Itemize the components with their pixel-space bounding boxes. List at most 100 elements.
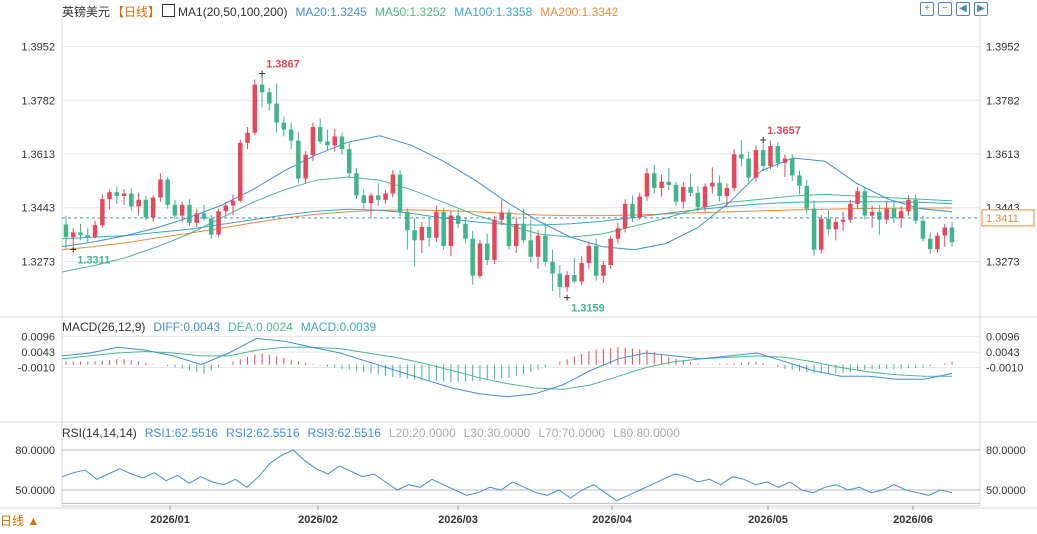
period-selector-button[interactable]: 日线 ▲: [0, 514, 40, 528]
candle-body: [361, 195, 366, 203]
candle-body: [477, 243, 483, 276]
candle-body: [739, 154, 744, 159]
price-tick-left: 1.3443: [21, 203, 55, 215]
candle-body: [397, 174, 403, 212]
ma100-value: MA100:1.3358: [454, 5, 533, 19]
candle-body: [782, 158, 788, 163]
l20-value: L20:20.0000: [388, 426, 456, 440]
candle-body: [317, 127, 323, 142]
candle-body: [695, 192, 701, 207]
candle-body: [630, 203, 635, 218]
time-tick-label: 2026/06: [893, 514, 933, 526]
candle-body: [412, 230, 417, 241]
candle-body: [855, 191, 860, 204]
extreme-marker: [760, 136, 767, 143]
period-tag[interactable]: 【日线】: [112, 5, 161, 19]
candle-body: [608, 238, 613, 265]
candle-body: [601, 265, 606, 276]
candle-body: [942, 227, 947, 236]
candle-body: [325, 141, 330, 146]
candle-body: [121, 193, 127, 196]
candle-body: [550, 261, 555, 274]
extreme-high-label: 1.3657: [767, 125, 801, 137]
candle-body: [521, 223, 526, 241]
candle-body: [216, 211, 221, 235]
candle-body: [296, 140, 301, 179]
candle-body: [797, 175, 802, 186]
candle-body: [383, 193, 388, 200]
candle-body: [405, 211, 410, 231]
candle-body: [826, 218, 831, 230]
candle-body: [463, 223, 468, 239]
candle-body: [848, 203, 853, 220]
extreme-low-label: 1.3311: [77, 254, 110, 266]
candle-body: [426, 227, 432, 238]
candle-body: [622, 203, 628, 229]
price-tick-right: 1.3782: [986, 95, 1020, 107]
price-tick-left: 1.3952: [21, 42, 55, 54]
candle-body: [775, 146, 780, 163]
candle-body: [543, 235, 548, 262]
candle-body: [935, 235, 940, 250]
candle-body: [898, 211, 904, 219]
macd-tick-right: 0.0043: [986, 347, 1020, 359]
time-tick-label: 2026/02: [298, 514, 338, 526]
candle-body: [136, 199, 141, 207]
rsi3-value: RSI3:62.5516: [307, 426, 381, 440]
candle-body: [731, 154, 737, 189]
macd-value: MACD:0.0039: [300, 320, 377, 334]
candle-body: [252, 84, 258, 133]
time-tick-label: 2026/01: [150, 514, 190, 526]
candle-body: [891, 208, 897, 219]
candle-body: [223, 205, 228, 212]
candle-body: [790, 158, 795, 176]
zoom-in-icon[interactable]: +: [920, 2, 934, 16]
rsi2-value: RSI2:62.5516: [226, 426, 300, 440]
candle-body: [63, 224, 69, 238]
price-tick-left: 1.3273: [21, 257, 55, 269]
candle-body: [564, 275, 570, 288]
candle-body: [492, 219, 497, 260]
candle-body: [209, 218, 214, 235]
ma200-value: MA200:1.3342: [540, 5, 619, 19]
candle-body: [376, 195, 381, 200]
candle-body: [310, 127, 316, 155]
ma-label: MA1(20,50,100,200): [178, 5, 288, 19]
candle-body: [499, 212, 504, 220]
move-right-icon[interactable]: ▶: [974, 2, 988, 16]
ma20-value: MA20:1.3245: [295, 5, 367, 19]
candle-body: [688, 187, 693, 193]
price-tick-left: 1.3613: [21, 149, 55, 161]
macd-tick-left: 0.0096: [21, 332, 55, 344]
candle-body: [78, 232, 83, 236]
candle-body: [390, 174, 396, 194]
candle-body: [150, 197, 156, 218]
candle-body: [753, 150, 759, 178]
current-price-label: 1.3411: [986, 213, 1019, 225]
candle-body: [659, 181, 664, 188]
candle-body: [557, 273, 563, 288]
candle-body: [746, 158, 751, 178]
candle-body: [259, 84, 265, 93]
candle-body: [281, 122, 287, 130]
move-left-icon[interactable]: ◀: [956, 2, 970, 16]
candle-body: [92, 225, 98, 238]
candle-body: [441, 211, 446, 246]
ma-settings-icon[interactable]: [162, 4, 176, 17]
rsi-label: RSI(14,14,14): [62, 426, 137, 440]
ma50-value: MA50:1.3252: [374, 5, 447, 19]
candle-body: [267, 92, 272, 104]
macd-tick-right: -0.0010: [986, 363, 1023, 375]
zoom-out-icon[interactable]: −: [938, 2, 952, 16]
candle-body: [572, 275, 577, 282]
l80-value: L80:80.0000: [613, 426, 680, 440]
extreme-marker: [259, 70, 266, 77]
candle-body: [717, 182, 722, 196]
candle-body: [470, 238, 475, 276]
candle-body: [245, 132, 250, 143]
candle-body: [681, 187, 686, 202]
candle-body: [811, 208, 817, 250]
candle-body: [107, 192, 112, 200]
candle-body: [288, 129, 294, 141]
